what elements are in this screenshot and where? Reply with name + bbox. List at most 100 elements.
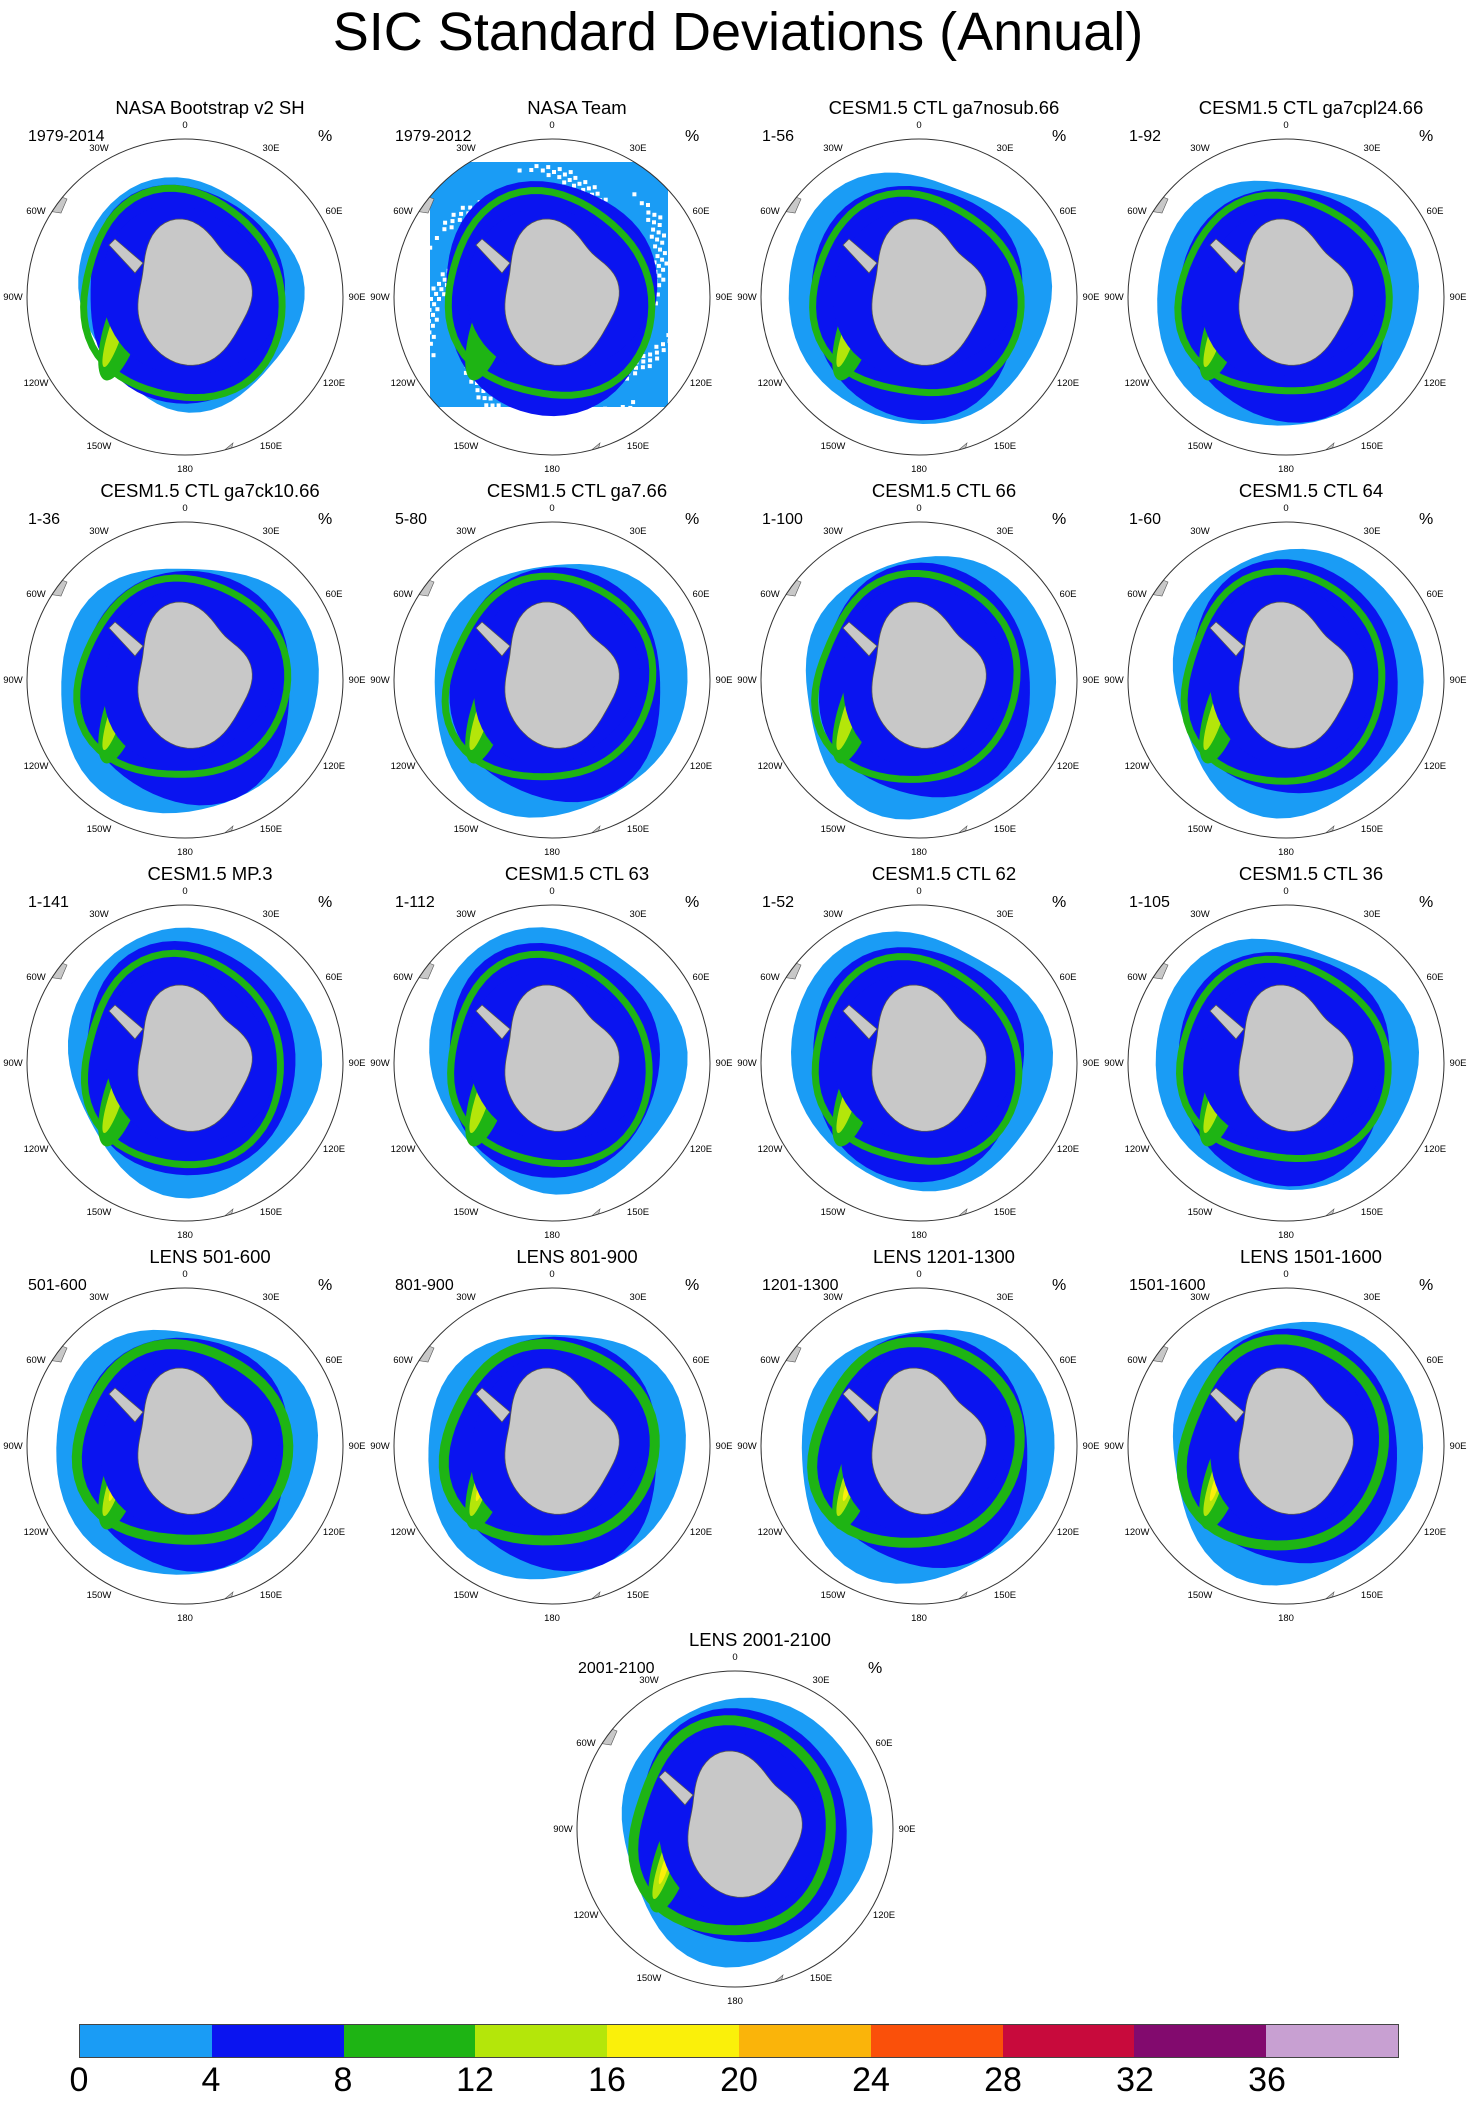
antarctica-landmass (1238, 984, 1354, 1132)
longitude-label: 90E (899, 1824, 916, 1835)
panel-title: CESM1.5 CTL 36 (1238, 863, 1384, 884)
panel-unit-label: % (1052, 894, 1067, 911)
longitude-label: 180 (911, 847, 927, 858)
longitude-label: 90W (1104, 1058, 1124, 1069)
colorbar-tick-label: 32 (1116, 2061, 1154, 2099)
sic-band-8-12 (80, 949, 284, 1169)
map-boundary-circle (26, 904, 344, 1222)
longitude-label: 30E (630, 143, 647, 154)
longitude-label: 120E (1057, 1527, 1079, 1538)
longitude-label: 60W (576, 1738, 596, 1749)
longitude-label: 150E (260, 824, 282, 835)
colorbar-tick-label: 20 (720, 2061, 758, 2099)
longitude-label: 120W (574, 1910, 599, 1921)
longitude-label: 30E (263, 909, 280, 920)
map-panel: LENS 1201-1300 1201-1300% 0 30E 60E 90E 120E 15… (737, 1246, 1124, 1624)
polar-stereo-map: 0 30E 60E 90E 120E 150E 180 150W 120W 90W 60W 30W (3, 1269, 365, 1624)
antarctica-landmass (1238, 601, 1354, 749)
longitude-label: 120E (690, 378, 712, 389)
longitude-label: 30W (89, 909, 109, 920)
sic-band-8-12 (444, 187, 656, 399)
longitude-label: 30W (823, 1292, 843, 1303)
longitude-label: 0 (1283, 120, 1288, 131)
antarctic-peninsula (475, 238, 511, 274)
longitude-label: 30W (823, 909, 843, 920)
antarctic-peninsula (658, 1770, 694, 1806)
longitude-label: 60W (26, 206, 46, 217)
antarctic-peninsula (842, 238, 878, 274)
colorbar-tick-label: 12 (456, 2061, 494, 2099)
longitude-label: 0 (1283, 1269, 1288, 1280)
colorbar-segment (738, 2025, 871, 2057)
longitude-label: 90E (1083, 1058, 1100, 1069)
longitude-label: 60W (760, 972, 780, 983)
longitude-label: 60W (26, 589, 46, 600)
panel-year-range: 2001-2100 (578, 1660, 655, 1677)
map-boundary-circle (1127, 1287, 1445, 1605)
longitude-label: 150E (260, 1590, 282, 1601)
panel-year-range: 501-600 (28, 1277, 87, 1294)
map-boundary-circle (760, 1287, 1078, 1605)
longitude-label: 30W (639, 1675, 659, 1686)
panel-year-range: 1-112 (395, 894, 435, 911)
panel-unit-label: % (685, 511, 700, 528)
longitude-label: 150E (1361, 1590, 1383, 1601)
antarctic-peninsula (842, 1387, 878, 1423)
longitude-label: 90E (1450, 292, 1467, 303)
longitude-label: 0 (916, 503, 921, 514)
panel-title: NASA Bootstrap v2 SH (115, 97, 305, 118)
colorbar-segment (1266, 2025, 1398, 2057)
panel-unit-label: % (868, 1660, 883, 1677)
map-panel: CESM1.5 CTL 36 1-105% 0 30E 60E 90E 120E 150E 18… (1104, 863, 1476, 1241)
longitude-label: 120E (1057, 1144, 1079, 1155)
longitude-label: 150W (454, 1590, 479, 1601)
longitude-label: 90W (370, 675, 390, 686)
colorbar-tick-label: 0 (69, 2061, 89, 2099)
longitude-label: 0 (182, 886, 187, 897)
longitude-label: 60E (326, 206, 343, 217)
longitude-label: 30E (263, 1292, 280, 1303)
longitude-label: 60E (1060, 1355, 1077, 1366)
longitude-label: 90E (716, 1058, 733, 1069)
colorbar-tick-label: 36 (1248, 2061, 1286, 2099)
antarctica-landmass (504, 218, 620, 366)
longitude-label: 150E (627, 1207, 649, 1218)
longitude-label: 180 (544, 847, 560, 858)
longitude-label: 90E (716, 675, 733, 686)
longitude-label: 30E (997, 909, 1014, 920)
longitude-label: 30W (456, 909, 476, 920)
longitude-label: 150E (260, 1207, 282, 1218)
longitude-label: 150E (1361, 441, 1383, 452)
map-panel: CESM1.5 CTL 66 1-100% 0 30E 60E 90E 120E 150E 18… (737, 480, 1124, 858)
longitude-label: 90E (1450, 1058, 1467, 1069)
colorbar-tick-label: 8 (333, 2061, 353, 2099)
longitude-label: 150E (994, 441, 1016, 452)
longitude-label: 30W (89, 143, 109, 154)
longitude-label: 120E (323, 761, 345, 772)
longitude-label: 30W (1190, 526, 1210, 537)
longitude-label: 60W (26, 1355, 46, 1366)
antarctica-landmass (137, 984, 253, 1132)
longitude-label: 0 (182, 503, 187, 514)
longitude-label: 180 (1278, 1613, 1294, 1624)
colorbar-segment (1002, 2025, 1135, 2057)
longitude-label: 180 (177, 1613, 193, 1624)
panel-unit-label: % (318, 894, 333, 911)
antarctica-landmass (504, 984, 620, 1132)
antarctica-landmass (871, 601, 987, 749)
longitude-label: 150W (454, 824, 479, 835)
longitude-label: 60E (693, 972, 710, 983)
map-panel: LENS 2001-2100 2001-2100% 0 30E 60E 90E 120E 15… (553, 1629, 940, 2007)
colorbar-segment (343, 2025, 476, 2057)
antarctic-peninsula (108, 621, 144, 657)
longitude-label: 30W (456, 1292, 476, 1303)
map-boundary-circle (393, 521, 711, 839)
longitude-label: 150W (1188, 441, 1213, 452)
panel-title: CESM1.5 CTL ga7cpl24.66 (1198, 97, 1424, 118)
longitude-label: 60W (1127, 1355, 1147, 1366)
antarctic-peninsula (108, 1387, 144, 1423)
longitude-label: 0 (732, 1652, 737, 1663)
longitude-label: 120E (1057, 761, 1079, 772)
antarctic-peninsula (1209, 238, 1245, 274)
longitude-label: 150W (637, 1973, 662, 1984)
